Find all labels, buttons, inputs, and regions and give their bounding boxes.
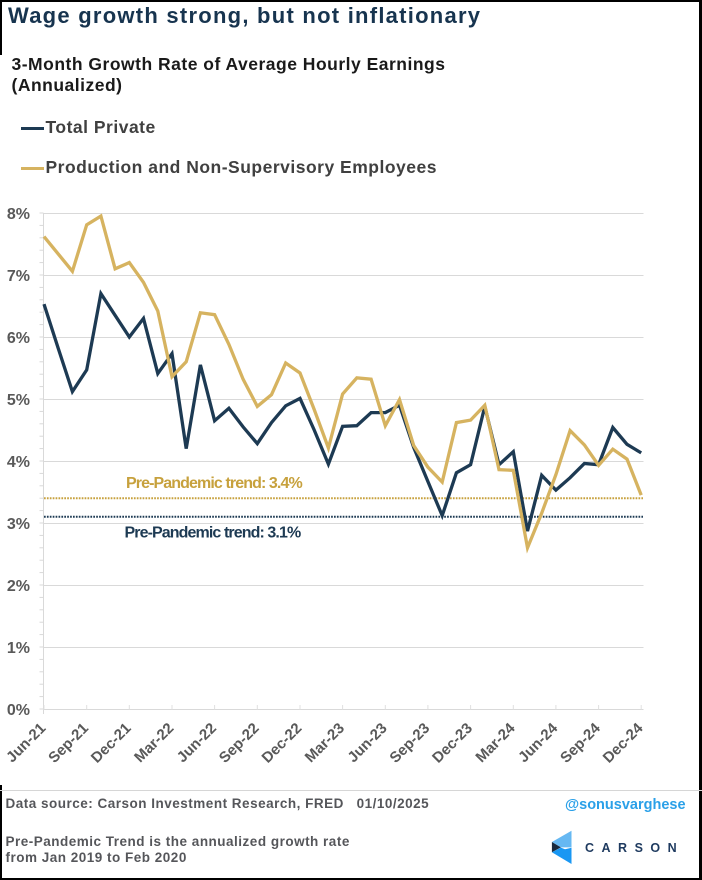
svg-text:Dec-24: Dec-24 — [600, 719, 647, 766]
svg-text:6%: 6% — [7, 330, 30, 347]
svg-text:Pre-Pandemic trend: 3.1%: Pre-Pandemic trend: 3.1% — [125, 525, 301, 542]
svg-text:Pre-Pandemic trend: 3.4%: Pre-Pandemic trend: 3.4% — [126, 475, 302, 492]
svg-text:Mar-23: Mar-23 — [302, 720, 348, 766]
svg-text:5%: 5% — [7, 392, 30, 409]
svg-text:Sep-21: Sep-21 — [45, 720, 92, 767]
svg-text:Sep-23: Sep-23 — [386, 720, 433, 767]
svg-text:Jun-21: Jun-21 — [3, 720, 49, 766]
svg-text:Dec-21: Dec-21 — [88, 720, 135, 767]
svg-text:2%: 2% — [7, 578, 30, 595]
svg-text:4%: 4% — [7, 454, 30, 471]
svg-text:0%: 0% — [7, 702, 30, 719]
svg-text:Dec-23: Dec-23 — [429, 720, 476, 767]
svg-text:Jun-24: Jun-24 — [515, 719, 562, 766]
svg-text:Mar-22: Mar-22 — [131, 720, 177, 766]
svg-text:Sep-22: Sep-22 — [216, 720, 263, 767]
svg-text:Sep-24: Sep-24 — [557, 719, 604, 766]
svg-text:3%: 3% — [7, 516, 30, 533]
svg-text:1%: 1% — [7, 640, 30, 657]
svg-text:Dec-22: Dec-22 — [259, 720, 306, 767]
svg-text:7%: 7% — [7, 268, 30, 285]
svg-text:Mar-24: Mar-24 — [472, 719, 519, 766]
svg-text:Jun-22: Jun-22 — [174, 720, 220, 766]
svg-text:Jun-23: Jun-23 — [344, 720, 390, 766]
svg-text:8%: 8% — [7, 206, 30, 223]
